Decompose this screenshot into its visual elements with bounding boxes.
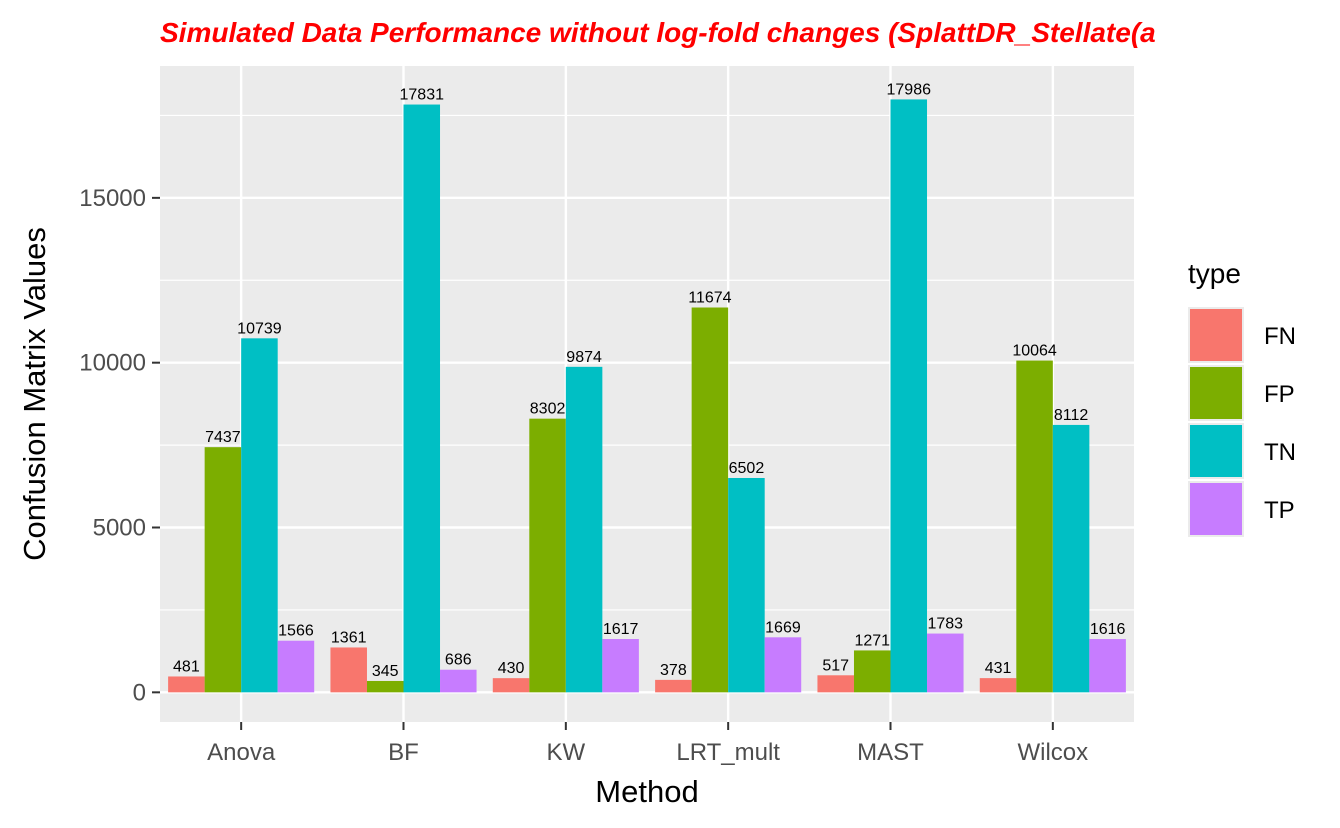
data-label-FN-BF: 1361: [331, 629, 367, 646]
bar-FP-KW: [529, 418, 566, 693]
data-label-TN-Anova: 10739: [237, 320, 282, 337]
legend-label-TP: TP: [1264, 497, 1295, 524]
bar-FP-MAST: [853, 650, 891, 693]
data-label-FN-Anova: 481: [173, 658, 200, 675]
bar-TP-KW: [602, 639, 639, 693]
data-label-FN-LRT_mult: 378: [660, 662, 687, 679]
x-tick-label-Wilcox: Wilcox: [1017, 739, 1088, 766]
bar-TN-LRT_mult: [728, 477, 765, 693]
bar-TP-BF: [440, 669, 477, 693]
bar-TP-Anova: [277, 640, 315, 693]
minor-gridlines: [160, 114, 1134, 611]
y-axis: 0 5000 10000 15000: [79, 185, 160, 706]
data-label-FN-MAST: 517: [822, 657, 849, 674]
bar-FP-LRT_mult: [691, 307, 729, 693]
data-label-TP-Anova: 1566: [278, 623, 314, 640]
bar-FN-BF: [330, 647, 367, 693]
data-label-TN-Wilcox: 8112: [1054, 407, 1089, 424]
bar-FN-MAST: [817, 675, 854, 693]
y-tick-label: 0: [133, 679, 146, 706]
legend-key-TP: [1190, 483, 1242, 535]
bar-FP-Anova: [204, 447, 242, 693]
bar-TP-Wilcox: [1089, 639, 1126, 693]
data-label-FN-Wilcox: 431: [985, 660, 1012, 677]
data-label-TP-LRT_mult: 1669: [765, 619, 801, 636]
bar-TN-BF: [403, 104, 441, 693]
legend: type FN FP TN TP: [1188, 258, 1296, 537]
legend-key-TN: [1190, 425, 1242, 477]
y-axis-title: Confusion Matrix Values: [17, 227, 52, 561]
x-tick-label-BF: BF: [388, 739, 419, 766]
bar-TP-LRT_mult: [764, 637, 802, 693]
data-label-FP-Wilcox: 10064: [1012, 343, 1057, 360]
y-tick-label: 10000: [79, 350, 146, 377]
data-label-FP-Anova: 7437: [205, 429, 241, 446]
bar-TN-Anova: [241, 338, 278, 693]
data-label-TN-MAST: 17986: [887, 81, 932, 98]
data-labels: 481 7437 10739 1566 1361 345 17831 686 430 8302 98…: [173, 81, 1125, 680]
data-label-TN-BF: 17831: [400, 87, 445, 104]
data-label-FP-MAST: 1271: [854, 632, 890, 649]
legend-label-TN: TN: [1264, 439, 1296, 466]
x-tick-label-LRT_mult: LRT_mult: [676, 739, 780, 766]
data-label-TP-BF: 686: [445, 652, 472, 669]
data-label-FP-KW: 8302: [530, 401, 566, 418]
data-label-TN-KW: 9874: [566, 349, 602, 366]
bar-FN-Anova: [168, 676, 205, 693]
y-tick-label: 15000: [79, 185, 146, 212]
x-axis: Anova BF KW LRT_mult MAST Wilcox: [207, 722, 1088, 766]
data-label-FP-LRT_mult: 11674: [688, 290, 731, 307]
bar-TN-Wilcox: [1052, 424, 1090, 693]
legend-label-FP: FP: [1264, 381, 1295, 408]
legend-key-FN: [1190, 309, 1242, 361]
legend-items: FN FP TN TP: [1188, 307, 1296, 537]
data-label-TP-Wilcox: 1616: [1090, 621, 1126, 638]
bar-FN-Wilcox: [979, 678, 1017, 693]
y-tick-label: 5000: [93, 515, 146, 542]
data-label-TP-MAST: 1783: [927, 616, 963, 633]
bars: [168, 99, 1126, 693]
plot-panel: [160, 66, 1134, 722]
legend-key-FP: [1190, 367, 1242, 419]
data-label-TN-LRT_mult: 6502: [729, 460, 765, 477]
legend-title: type: [1188, 258, 1241, 289]
data-label-FP-BF: 345: [372, 663, 399, 680]
x-tick-label-MAST: MAST: [857, 739, 924, 766]
bar-TP-MAST: [927, 633, 964, 693]
bar-TN-KW: [565, 366, 603, 693]
data-label-TP-KW: 1617: [603, 621, 639, 638]
legend-label-FN: FN: [1264, 323, 1296, 350]
bar-FP-Wilcox: [1016, 360, 1053, 693]
bar-FN-LRT_mult: [655, 679, 692, 693]
bar-TN-MAST: [890, 99, 928, 693]
x-tick-label-Anova: Anova: [207, 739, 276, 766]
bar-FP-BF: [366, 680, 404, 693]
chart-title: Simulated Data Performance without log-f…: [160, 17, 1156, 48]
bar-FN-KW: [492, 678, 530, 693]
data-label-FN-KW: 430: [498, 660, 525, 677]
x-axis-title: Method: [595, 774, 698, 809]
x-tick-label-KW: KW: [546, 739, 585, 766]
